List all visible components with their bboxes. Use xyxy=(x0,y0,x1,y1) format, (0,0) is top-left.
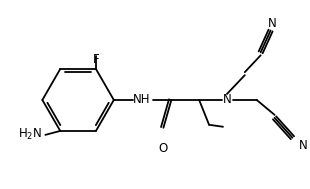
Text: N: N xyxy=(299,139,307,152)
Text: NH: NH xyxy=(133,93,150,106)
Text: O: O xyxy=(159,142,168,155)
Text: N: N xyxy=(268,17,277,29)
Text: H$_2$N: H$_2$N xyxy=(18,127,42,143)
Text: F: F xyxy=(93,53,99,66)
Text: N: N xyxy=(223,93,231,106)
